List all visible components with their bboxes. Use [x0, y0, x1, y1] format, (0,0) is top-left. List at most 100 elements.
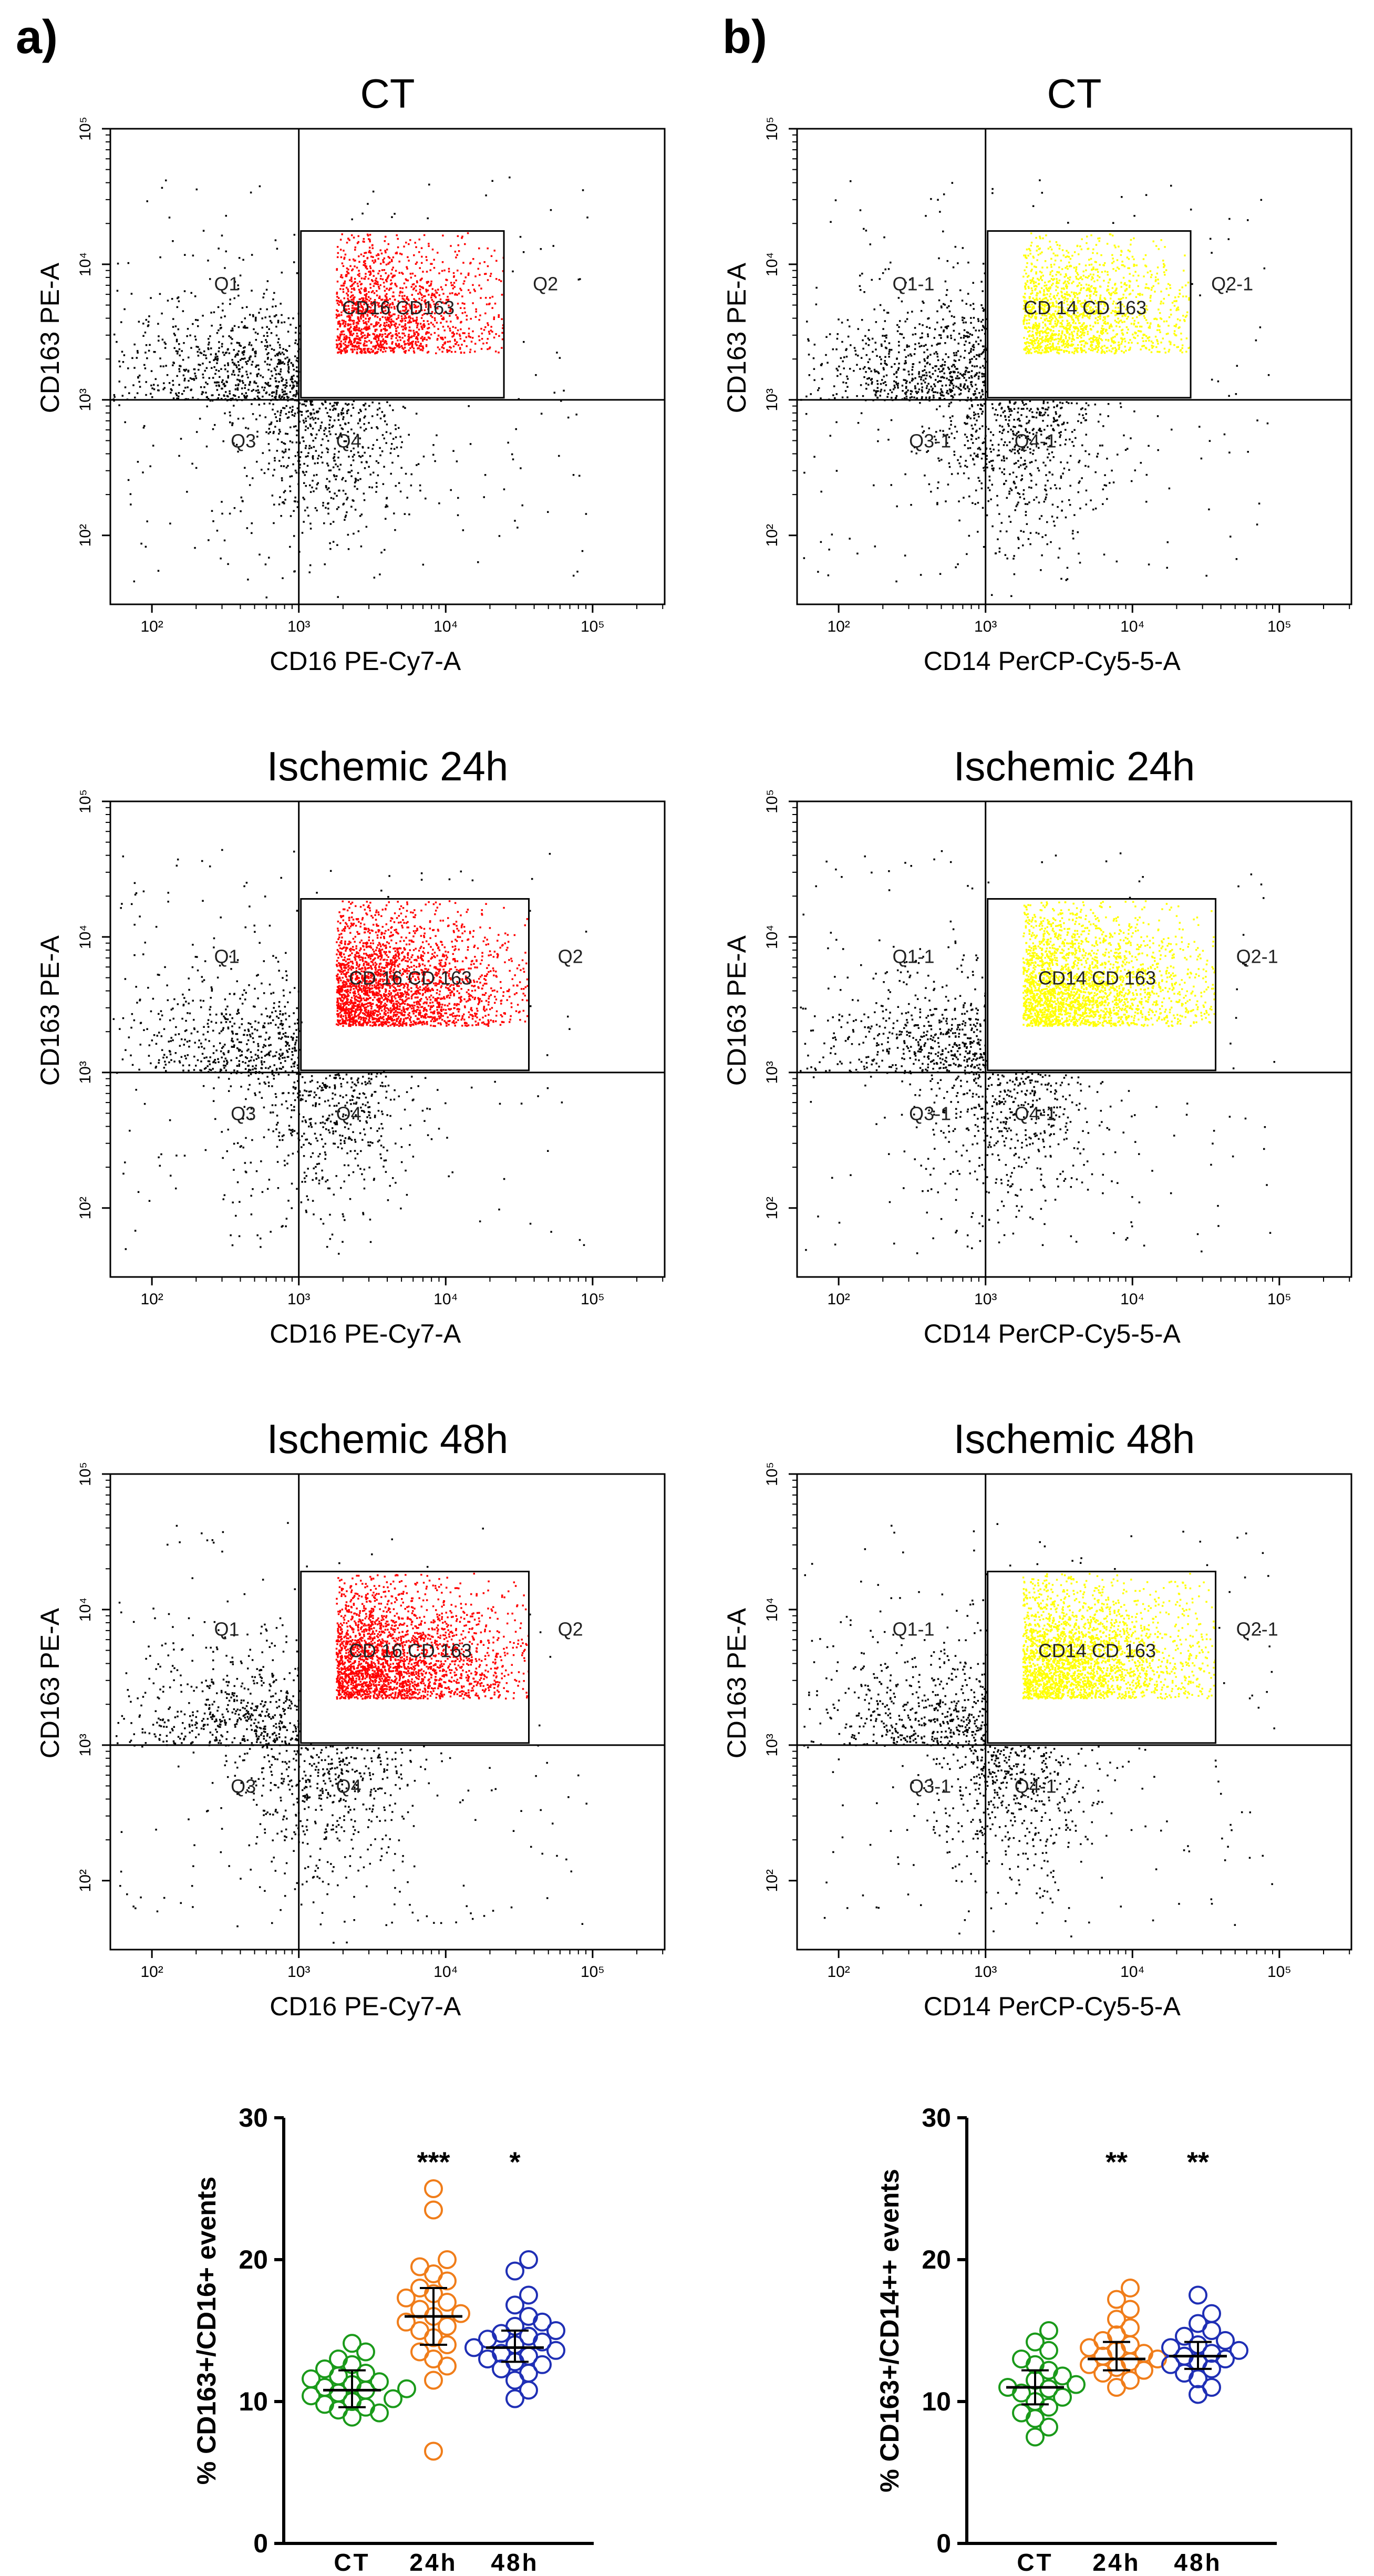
x-tick-label: 10⁴ — [433, 1291, 458, 1308]
data-point — [452, 2305, 469, 2322]
data-point — [1203, 2305, 1220, 2322]
x-tick-label: 10⁴ — [1120, 1291, 1144, 1308]
y-tick-label: 20 — [239, 2245, 268, 2274]
gate-label: CD 16 CD 163 — [349, 967, 472, 989]
quadrant-label-2: Q2 — [558, 946, 583, 967]
x-axis-label: CD14 PerCP-Cy5-5-A — [924, 646, 1181, 676]
x-tick-label: 10² — [140, 618, 163, 635]
data-point — [439, 2251, 456, 2268]
x-axis-label: CD16 PE-Cy7-A — [270, 1319, 461, 1348]
data-point — [1013, 2405, 1030, 2422]
quadrant-label-3: Q3-1 — [909, 1775, 951, 1797]
data-point — [1027, 2334, 1044, 2351]
y-tick-label: 0 — [936, 2529, 951, 2558]
y-tick-label: 10⁵ — [77, 789, 94, 813]
x-axis-label: CD16 PE-Cy7-A — [270, 1992, 461, 2021]
y-tick-label: 10² — [77, 1869, 94, 1892]
quadrant-label-4: Q4 — [336, 430, 361, 451]
x-category-label: 48h — [491, 2549, 539, 2573]
significance-marker: ** — [1187, 2147, 1209, 2178]
quadrant-label-3: Q3 — [231, 1102, 256, 1124]
plot-frame — [110, 129, 665, 604]
x-tick-label: 10⁵ — [581, 1963, 605, 1981]
quadrant-label-1: Q1-1 — [893, 946, 935, 967]
quadrant-label-1: Q1-1 — [893, 273, 935, 295]
quadrant-label-1: Q1 — [214, 1619, 240, 1640]
flow-plot-title: CT — [360, 70, 415, 117]
y-tick-label: 10³ — [77, 1061, 94, 1084]
quadrant-label-3: Q3-1 — [909, 430, 951, 451]
x-tick-label: 10⁴ — [433, 1963, 458, 1981]
quadrant-label-4: Q4 — [336, 1775, 361, 1797]
x-tick-label: 10⁵ — [581, 618, 605, 635]
x-tick-label: 10⁵ — [581, 1291, 605, 1308]
quadrant-label-2: Q2-1 — [1211, 273, 1253, 295]
data-point — [507, 2263, 523, 2280]
y-axis-label: CD163 PE-A — [722, 1608, 751, 1758]
y-axis-label: CD163 PE-A — [35, 262, 65, 413]
plot-frame — [110, 801, 665, 1277]
data-point — [425, 2372, 442, 2389]
data-point — [1162, 2339, 1179, 2356]
quadrant-label-2: Q2 — [533, 273, 558, 295]
y-tick-label: 10² — [763, 1197, 781, 1219]
quadrant-label-4: Q4-1 — [1015, 430, 1057, 451]
data-point — [1122, 2280, 1139, 2296]
y-tick-label: 10⁴ — [763, 252, 781, 276]
y-tick-label: 10³ — [763, 1061, 781, 1084]
data-point — [1040, 2322, 1057, 2339]
y-tick-label: 10⁴ — [77, 252, 94, 276]
x-tick-label: 10⁵ — [1267, 1963, 1292, 1981]
series-points-CT — [303, 2335, 415, 2425]
y-tick-label: 10⁵ — [763, 117, 781, 141]
flow-plot-title: Ischemic 48h — [954, 1416, 1195, 1462]
gate-label: CD 14 CD 163 — [1024, 297, 1146, 318]
x-axis-label: CD14 PerCP-Cy5-5-A — [924, 1319, 1181, 1348]
y-tick-label: 30 — [239, 2103, 268, 2132]
panel-letter-a: a) — [16, 11, 58, 65]
y-axis-label: CD163 PE-A — [35, 1608, 65, 1758]
flow-plot-title: CT — [1047, 70, 1102, 117]
series-points-CT — [999, 2322, 1084, 2446]
quadrant-label-1: Q1-1 — [893, 1619, 935, 1640]
data-point — [520, 2308, 537, 2325]
x-tick-label: 10⁴ — [433, 618, 458, 635]
x-category-label: 24h — [409, 2549, 457, 2573]
quadrant-label-1: Q1 — [214, 273, 240, 295]
x-tick-label: 10³ — [287, 1291, 310, 1308]
x-category-label: 24h — [1092, 2549, 1140, 2573]
y-axis-label: CD163 PE-A — [35, 935, 65, 1086]
data-point — [425, 2443, 442, 2460]
x-axis-label: CD16 PE-Cy7-A — [270, 646, 461, 676]
flow-plot-title: Ischemic 48h — [267, 1416, 509, 1462]
series-points-48h — [1162, 2287, 1247, 2403]
x-tick-label: 10³ — [974, 618, 997, 635]
y-tick-label: 10⁴ — [763, 925, 781, 949]
y-axis-label: CD163 PE-A — [722, 262, 751, 413]
data-point — [425, 2202, 442, 2219]
y-tick-label: 10⁵ — [763, 1462, 781, 1486]
x-category-label: CT — [334, 2549, 370, 2573]
x-tick-label: 10² — [140, 1963, 163, 1981]
y-tick-label: 10⁵ — [77, 117, 94, 141]
significance-marker: * — [509, 2147, 520, 2178]
plot-frame — [797, 129, 1351, 604]
gate-label: CD 16 CD 163 — [349, 1640, 472, 1662]
y-tick-label: 10³ — [763, 1734, 781, 1756]
x-tick-label: 10² — [140, 1291, 163, 1308]
data-point — [520, 2251, 537, 2268]
quadrant-label-3: Q3 — [231, 430, 256, 451]
x-tick-label: 10⁴ — [1120, 618, 1144, 635]
data-point — [1190, 2287, 1206, 2304]
y-axis-label: % CD163+/CD16+ events — [192, 2177, 221, 2485]
y-tick-label: 10⁵ — [763, 789, 781, 813]
